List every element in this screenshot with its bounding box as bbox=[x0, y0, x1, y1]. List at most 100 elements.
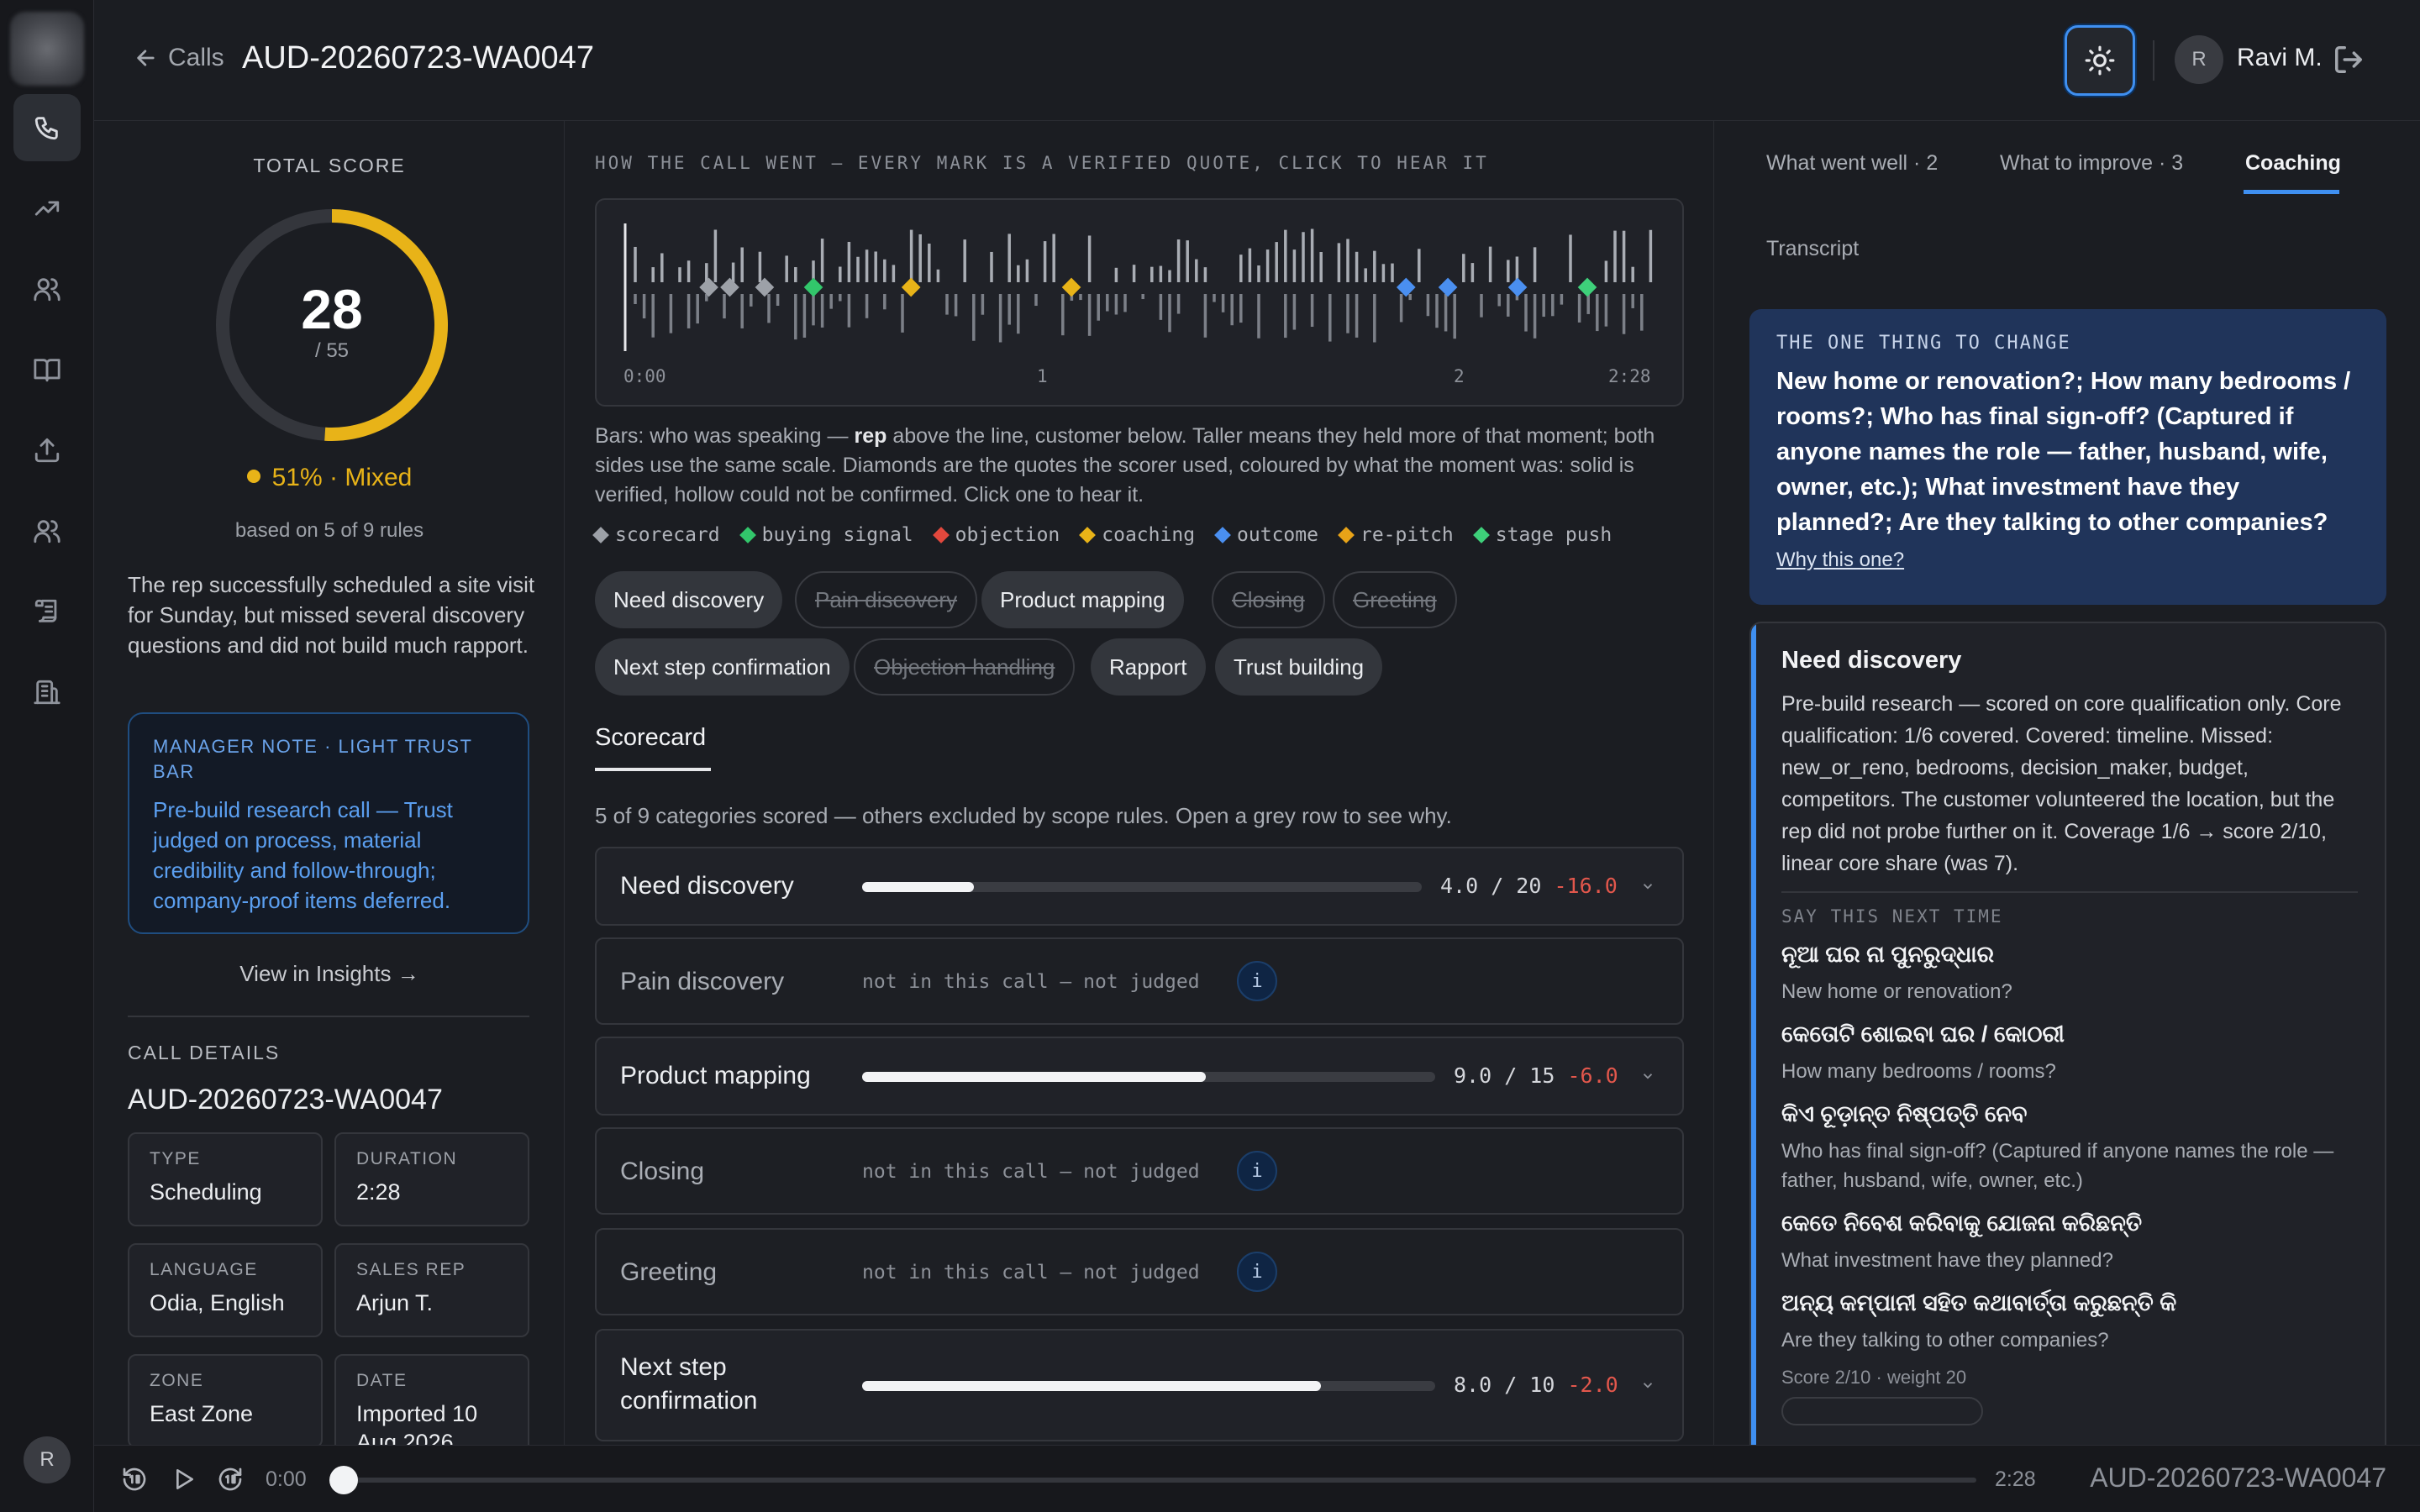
team-nav-icon[interactable] bbox=[13, 255, 81, 323]
quote-marker[interactable] bbox=[755, 277, 775, 297]
coaching-title: Need discovery bbox=[1781, 647, 1962, 674]
divider bbox=[2153, 40, 2154, 81]
detail-type: TYPE Scheduling bbox=[128, 1132, 323, 1226]
not-judged-text: not in this call — not judged bbox=[862, 1262, 1200, 1284]
scorecard-row-next-step-confirmation[interactable]: Next step confirmation 8.0 / 10 -2.0 bbox=[595, 1329, 1684, 1441]
back-label: Calls bbox=[168, 44, 224, 71]
quote-marker[interactable] bbox=[1438, 277, 1458, 297]
trends-nav-icon[interactable] bbox=[13, 175, 81, 242]
quote-marker[interactable] bbox=[1507, 277, 1528, 297]
score-bar bbox=[862, 882, 1422, 892]
phrase-item: କିଏ ଚୂଡ଼ାନ୍ତ ନିଷ୍ପତ୍ତି ନେବ Who has final… bbox=[1781, 1101, 2358, 1195]
row-name: Next step confirmation bbox=[620, 1353, 758, 1415]
rail-avatar[interactable]: R bbox=[24, 1436, 71, 1483]
why-this-one-link[interactable]: Why this one? bbox=[1776, 549, 1905, 571]
row-name: Greeting bbox=[620, 1258, 718, 1286]
tab-scorecard[interactable]: Scorecard bbox=[595, 724, 707, 751]
user-avatar[interactable]: R bbox=[2175, 35, 2223, 84]
detail-date: DATE Imported 10 Aug 2026 bbox=[334, 1354, 529, 1445]
ledger-nav-icon[interactable] bbox=[13, 578, 81, 645]
quote-marker[interactable] bbox=[1061, 277, 1081, 297]
forward-10-icon[interactable] bbox=[217, 1466, 244, 1493]
page-title: AUD-20260723-WA0047 bbox=[242, 40, 594, 76]
axis-label: 2:28 bbox=[1608, 366, 1651, 386]
chip-closing[interactable]: Closing bbox=[1212, 571, 1325, 628]
chip-product-mapping[interactable]: Product mapping bbox=[981, 571, 1184, 628]
chip-next-step-confirmation[interactable]: Next step confirmation bbox=[595, 638, 850, 696]
score-rating: 51% · Mixed bbox=[94, 464, 564, 492]
audio-player: 0:00 2:28 AUD-20260723-WA0047 bbox=[94, 1445, 2420, 1512]
timeline-legend: scorecard buying signal objection coaching o… bbox=[592, 524, 1612, 546]
play-clip-button[interactable] bbox=[1781, 1397, 1983, 1425]
manager-note-heading: MANAGER NOTE · LIGHT TRUST BAR bbox=[153, 736, 473, 782]
info-icon[interactable]: i bbox=[1237, 1151, 1277, 1191]
timeline-legend-text: Bars: who was speaking — rep above the l… bbox=[595, 424, 1655, 507]
view-in-insights-link[interactable]: View in Insights → bbox=[239, 961, 419, 986]
not-judged-text: not in this call — not judged bbox=[862, 971, 1200, 993]
tab-what-went-well[interactable]: What went well · 2 bbox=[1766, 151, 1939, 175]
quote-marker[interactable] bbox=[1396, 277, 1416, 297]
legend-label: objection bbox=[955, 524, 1060, 546]
theme-toggle-button[interactable] bbox=[2065, 25, 2135, 96]
phrase-odia: ନୂଆ ଘର ନା ପୁନରୁଦ୍ଧାର bbox=[1781, 942, 1995, 967]
buildings-nav-icon[interactable] bbox=[13, 659, 81, 726]
chip-need-discovery[interactable]: Need discovery bbox=[595, 571, 783, 628]
scorecard-row-closing[interactable]: Closing not in this call — not judged i bbox=[595, 1127, 1684, 1215]
phrase-english: New home or renovation? bbox=[1781, 980, 2012, 1003]
play-icon[interactable] bbox=[170, 1466, 197, 1493]
legend-item: buying signal bbox=[739, 524, 913, 546]
score-bar bbox=[862, 1072, 1435, 1082]
back-to-calls-link[interactable]: Calls bbox=[134, 44, 224, 72]
score-delta: -16.0 bbox=[1554, 874, 1618, 898]
scorecard-row-need-discovery[interactable]: Need discovery 4.0 / 20 -16.0 bbox=[595, 847, 1684, 926]
upload-nav-icon[interactable] bbox=[13, 417, 81, 484]
quote-marker[interactable] bbox=[720, 277, 739, 297]
chip-greeting[interactable]: Greeting bbox=[1333, 571, 1457, 628]
tab-coaching[interactable]: Coaching bbox=[2245, 151, 2341, 175]
legend-item: scorecard bbox=[592, 524, 720, 546]
info-icon[interactable]: i bbox=[1237, 961, 1277, 1001]
not-judged-text: not in this call — not judged bbox=[862, 1161, 1200, 1183]
call-details-label: CALL DETAILS bbox=[128, 1042, 281, 1063]
chip-pain-discovery[interactable]: Pain discovery bbox=[795, 571, 978, 628]
score-bar-fill bbox=[862, 1072, 1207, 1082]
chevron-down-icon[interactable] bbox=[1640, 1068, 1655, 1084]
rewind-10-icon[interactable] bbox=[121, 1466, 148, 1493]
logout-icon bbox=[2335, 46, 2362, 73]
quote-marker[interactable] bbox=[803, 277, 823, 297]
one-thing-body: New home or renovation?; How many bedroo… bbox=[1776, 368, 2351, 536]
seek-thumb[interactable] bbox=[329, 1466, 358, 1494]
call-timeline[interactable]: 0:00 1 2 2:28 bbox=[595, 198, 1684, 407]
chip-objection-handling[interactable]: Objection handling bbox=[854, 638, 1076, 696]
scorecard-row-product-mapping[interactable]: Product mapping 9.0 / 15 -6.0 bbox=[595, 1037, 1684, 1116]
legend-label: coaching bbox=[1102, 524, 1196, 546]
quote-marker[interactable] bbox=[901, 277, 921, 297]
chip-trust-building[interactable]: Trust building bbox=[1215, 638, 1383, 696]
playbook-nav-icon[interactable] bbox=[13, 336, 81, 403]
chevron-down-icon[interactable] bbox=[1640, 1378, 1655, 1393]
legend-diamond-icon bbox=[592, 527, 609, 543]
phrase-odia: କେତେ ନିବେଶ କରିବାକୁ ଯୋଜନା କରିଛନ୍ତି bbox=[1781, 1210, 2143, 1236]
score-delta: -2.0 bbox=[1567, 1373, 1618, 1397]
legend-label: stage push bbox=[1495, 524, 1612, 546]
app-logo[interactable] bbox=[10, 12, 84, 86]
tab-transcript[interactable]: Transcript bbox=[1766, 237, 1860, 260]
scorecard-row-pain-discovery[interactable]: Pain discovery not in this call — not ju… bbox=[595, 937, 1684, 1025]
detail-value: Scheduling bbox=[150, 1179, 262, 1205]
chevron-down-icon[interactable] bbox=[1640, 879, 1655, 894]
calls-nav-icon[interactable] bbox=[13, 94, 81, 161]
row-name: Pain discovery bbox=[620, 968, 785, 995]
scorecard-row-greeting[interactable]: Greeting not in this call — not judged i bbox=[595, 1228, 1684, 1315]
tab-what-to-improve[interactable]: What to improve · 3 bbox=[2000, 151, 2184, 175]
total-score-label: TOTAL SCORE bbox=[253, 155, 406, 176]
quote-marker[interactable] bbox=[1577, 277, 1597, 297]
detail-value: 2:28 bbox=[356, 1179, 401, 1205]
phrase-odia: କେତୋଟି ଶୋଇବା ଘର / କୋଠରୀ bbox=[1781, 1021, 2065, 1047]
rating-dot bbox=[246, 470, 260, 484]
info-icon[interactable]: i bbox=[1237, 1252, 1277, 1292]
timeline-chart[interactable] bbox=[597, 200, 1686, 408]
people-nav-icon[interactable] bbox=[13, 497, 81, 564]
logout-button[interactable] bbox=[2333, 44, 2365, 76]
chip-rapport[interactable]: Rapport bbox=[1091, 638, 1206, 696]
seek-bar[interactable] bbox=[343, 1478, 1976, 1483]
